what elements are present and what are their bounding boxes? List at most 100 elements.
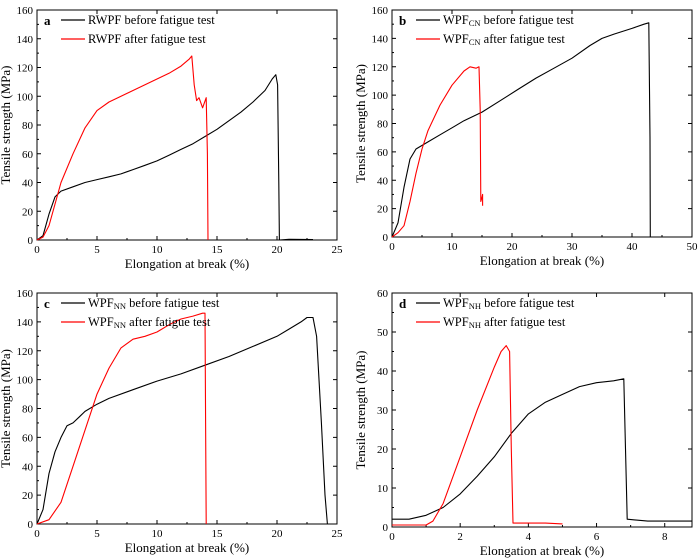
y-tick-label: 60 xyxy=(377,147,389,159)
x-tick-label: 0 xyxy=(389,241,395,253)
y-tick-label: 160 xyxy=(17,288,34,300)
x-tick-label: 8 xyxy=(662,531,668,543)
y-tick-label: 10 xyxy=(377,483,389,495)
y-axis-label: Tensile strength (MPa) xyxy=(0,66,13,185)
y-axis-label: Tensile strength (MPa) xyxy=(0,349,13,468)
legend-main: WPF xyxy=(443,32,469,46)
x-tick-label: 6 xyxy=(594,531,600,543)
y-tick-label: 60 xyxy=(22,149,34,161)
series-line-before xyxy=(392,378,692,522)
panel-letter: b xyxy=(399,13,406,28)
panel-letter: d xyxy=(399,296,407,311)
y-axis-label: Tensile strength (MPa) xyxy=(353,64,368,183)
y-tick-label: 0 xyxy=(383,522,389,534)
legend-entry: WPFNH after fatigue test xyxy=(443,315,566,330)
x-tick-label: 10 xyxy=(152,528,164,540)
y-tick-label: 40 xyxy=(22,178,34,190)
series-line-before xyxy=(391,22,651,238)
legend-subscript: CN xyxy=(469,18,481,28)
legend-subscript: NN xyxy=(114,320,126,330)
x-axis-label: Elongation at break (%) xyxy=(480,543,605,558)
x-tick-label: 25 xyxy=(332,244,344,256)
series-line-before xyxy=(36,316,328,525)
x-tick-label: 0 xyxy=(34,244,40,256)
y-tick-label: 30 xyxy=(377,405,389,417)
legend-entry: WPFNN after fatigue test xyxy=(88,315,211,330)
legend-tail: after fatigue test xyxy=(126,315,211,329)
series-line-after xyxy=(391,66,484,238)
y-tick-label: 20 xyxy=(377,444,389,456)
panel-a: 0 5 10 15 20 25 0 20 40 60 80 100 120 140 160 Elongatio… xyxy=(0,5,343,271)
y-tick-label: 120 xyxy=(17,346,34,358)
panel-letter: c xyxy=(44,296,50,311)
x-tick-label: 0 xyxy=(34,528,40,540)
x-axis-label: Elongation at break (%) xyxy=(125,540,250,555)
legend-main: WPF xyxy=(443,13,469,27)
legend-tail: before fatigue test xyxy=(481,13,575,27)
y-tick-label: 160 xyxy=(372,5,389,17)
x-tick-label: 20 xyxy=(272,528,284,540)
y-tick-label: 140 xyxy=(372,33,389,45)
y-tick-label: 0 xyxy=(28,235,34,247)
legend-subscript: NH xyxy=(469,320,481,330)
x-tick-label: 25 xyxy=(332,528,344,540)
y-tick-label: 100 xyxy=(17,91,34,103)
y-tick-label: 60 xyxy=(22,432,34,444)
legend-subscript: NN xyxy=(114,301,126,311)
panel-letter: a xyxy=(44,13,51,28)
panel-b: 0 10 20 30 40 50 0 20 40 60 80 100 120 140 160 Elongati… xyxy=(353,5,698,268)
y-tick-label: 60 xyxy=(377,288,389,300)
legend-tail: after fatigue test xyxy=(481,315,566,329)
y-tick-label: 0 xyxy=(28,519,34,531)
legend-main: WPF xyxy=(443,315,469,329)
y-tick-label: 140 xyxy=(17,317,34,329)
legend-subscript: NH xyxy=(469,301,481,311)
x-tick-label: 30 xyxy=(567,241,579,253)
legend-tail: after fatigue test xyxy=(481,32,566,46)
y-tick-label: 0 xyxy=(383,232,389,244)
series-line-before xyxy=(36,74,314,241)
legend-subscript: CN xyxy=(469,37,481,47)
x-tick-label: 20 xyxy=(272,244,284,256)
legend-entry: WPFCN after fatigue test xyxy=(443,32,565,47)
y-tick-label: 80 xyxy=(377,119,389,131)
legend-main: WPF xyxy=(88,296,114,310)
legend-main: WPF xyxy=(88,315,114,329)
panel-d: 0 2 4 6 8 0 10 20 30 40 50 60 Elongation at break (%… xyxy=(353,288,693,558)
x-tick-label: 10 xyxy=(447,241,459,253)
y-tick-label: 80 xyxy=(22,120,34,132)
legend-entry: WPFCN before fatigue test xyxy=(443,13,574,28)
x-tick-label: 0 xyxy=(389,531,395,543)
x-tick-label: 40 xyxy=(627,241,639,253)
legend-entry: WPFNH before fatigue test xyxy=(443,296,575,311)
x-tick-label: 2 xyxy=(457,531,463,543)
y-tick-label: 120 xyxy=(17,63,34,75)
x-tick-label: 50 xyxy=(687,241,699,253)
y-tick-label: 20 xyxy=(22,490,34,502)
x-axis-label: Elongation at break (%) xyxy=(480,253,605,268)
legend-entry: WPFNN before fatigue test xyxy=(88,296,220,311)
x-tick-label: 4 xyxy=(526,531,532,543)
legend-tail: before fatigue test xyxy=(481,296,575,310)
legend-entry: RWPF before fatigue test xyxy=(88,13,215,27)
legend-tail: before fatigue test xyxy=(126,296,220,310)
y-tick-label: 40 xyxy=(377,175,389,187)
legend-entry: RWPF after fatigue test xyxy=(88,32,206,46)
y-tick-label: 40 xyxy=(22,461,34,473)
y-axis-label: Tensile strength (MPa) xyxy=(353,351,368,470)
x-tick-label: 15 xyxy=(212,244,224,256)
y-tick-label: 140 xyxy=(17,34,34,46)
x-axis-label: Elongation at break (%) xyxy=(125,256,250,271)
panel-c: 0 5 10 15 20 25 0 20 40 60 80 100 120 140 160 Elongatio… xyxy=(0,288,343,555)
series-line-after xyxy=(392,345,563,526)
x-tick-label: 5 xyxy=(94,244,100,256)
y-tick-label: 40 xyxy=(377,366,389,378)
series-line-after xyxy=(36,312,207,525)
series-line-after xyxy=(36,55,209,241)
y-tick-label: 80 xyxy=(22,404,34,416)
x-tick-label: 10 xyxy=(152,244,164,256)
y-tick-label: 100 xyxy=(372,90,389,102)
y-tick-label: 20 xyxy=(377,204,389,216)
legend-main: WPF xyxy=(443,296,469,310)
